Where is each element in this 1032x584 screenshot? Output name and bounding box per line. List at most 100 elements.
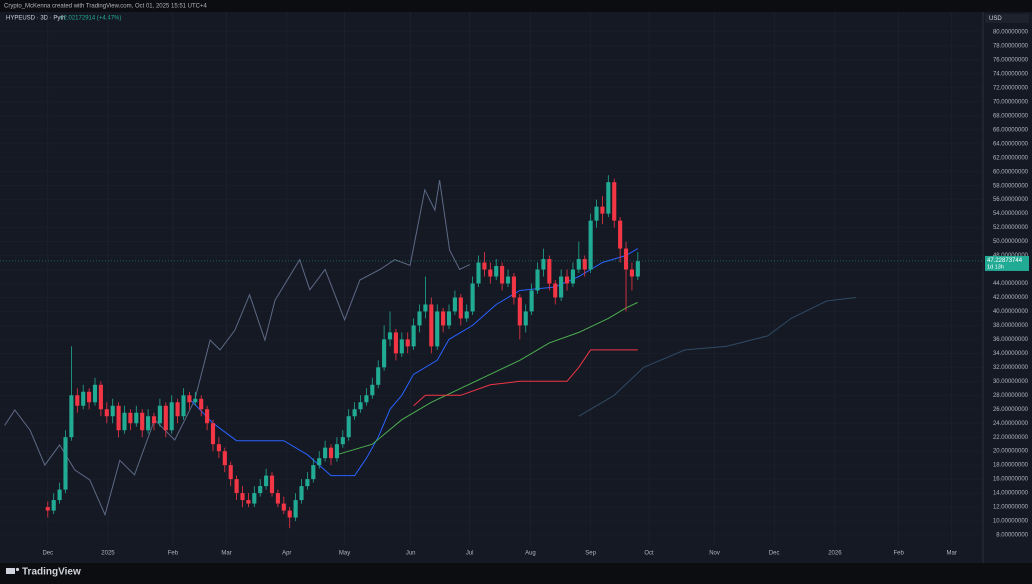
candle-body	[629, 269, 634, 277]
y-tick-label: 66.00000000	[993, 127, 1029, 133]
candle-body	[169, 402, 174, 431]
x-tick-label: Feb	[893, 551, 904, 557]
candle-body	[328, 447, 334, 459]
logo-dot	[15, 567, 20, 572]
candle-body	[305, 479, 310, 487]
candle-body	[576, 259, 581, 270]
y-tick-label: 52.00000000	[993, 225, 1029, 231]
candle-body	[151, 416, 157, 424]
candle-body	[441, 311, 446, 326]
candle-body	[523, 311, 528, 326]
candle-body	[199, 398, 204, 410]
candle-body	[75, 395, 80, 406]
last-price-box	[985, 255, 1029, 271]
candle-body	[517, 297, 522, 326]
candle-body	[98, 384, 103, 410]
y-tick-label: 44.00000000	[993, 281, 1029, 287]
x-tick-label: 2026	[828, 551, 842, 557]
y-tick-label: 50.00000000	[993, 239, 1029, 245]
candle-body	[63, 437, 68, 490]
candle-body	[476, 262, 481, 284]
candle-body	[134, 412, 139, 424]
candle-body	[334, 444, 339, 459]
candle-body	[393, 332, 398, 354]
candle-body	[482, 262, 487, 270]
candle-body	[81, 391, 86, 406]
candle-body	[600, 206, 605, 214]
candle-body	[411, 325, 416, 347]
candle-body	[346, 416, 351, 438]
x-tick-label: Mar	[947, 551, 957, 557]
candle-body	[352, 409, 357, 417]
candle-body	[399, 339, 404, 354]
y-tick-label: 30.00000000	[993, 379, 1029, 385]
candle-body	[216, 444, 221, 452]
candle-body	[364, 395, 369, 403]
x-tick-label: Jul	[466, 551, 474, 557]
candle-body	[570, 269, 575, 284]
candle-body	[205, 409, 210, 424]
candle-body	[281, 503, 286, 511]
candle-body	[588, 220, 593, 270]
x-tick-label: Dec	[769, 551, 780, 557]
change: +2.02172914 (+4.47%)	[60, 16, 121, 22]
y-tick-label: 70.00000000	[993, 99, 1029, 105]
candle-body	[376, 367, 381, 385]
y-tick-label: 26.00000000	[993, 407, 1029, 413]
x-tick-label: Feb	[168, 551, 179, 557]
y-tick-label: 14.00000000	[993, 491, 1029, 497]
candle-body	[287, 510, 292, 518]
x-tick-label: Oct	[644, 551, 654, 557]
y-tick-label: 32.00000000	[993, 365, 1029, 371]
candle-body	[187, 395, 192, 403]
indicator-line	[413, 349, 638, 407]
candle-body	[181, 395, 186, 417]
currency-box[interactable]	[985, 14, 1029, 23]
candle-body	[57, 489, 62, 501]
candle-body	[234, 479, 239, 494]
candles	[45, 175, 640, 529]
candle-body	[382, 339, 387, 368]
y-tick-label: 20.00000000	[993, 449, 1029, 455]
candle-body	[452, 297, 457, 312]
candle-body	[535, 269, 540, 291]
candle-body	[87, 391, 92, 403]
candle-body	[582, 259, 587, 270]
logo-mark	[6, 568, 15, 574]
y-tick-label: 34.00000000	[993, 351, 1029, 357]
candle-body	[146, 416, 151, 431]
y-tick-label: 24.00000000	[993, 421, 1029, 427]
candle-body	[340, 437, 345, 445]
candle-body	[323, 447, 328, 459]
y-tick-label: 74.00000000	[993, 71, 1029, 77]
candle-body	[140, 412, 145, 431]
y-tick-label: 72.00000000	[993, 85, 1029, 91]
y-tick-label: 58.00000000	[993, 183, 1029, 189]
candle-body	[252, 493, 257, 504]
candle-body	[175, 402, 180, 417]
y-tick-label: 76.00000000	[993, 58, 1029, 64]
indicator-line	[336, 301, 639, 456]
countdown: 1d 13h	[987, 264, 1004, 270]
candle-body	[269, 475, 275, 494]
indicator-line	[4, 180, 470, 517]
y-tick-label: 18.00000000	[993, 463, 1029, 469]
candle-body	[157, 405, 162, 424]
candle-body	[51, 500, 56, 511]
x-tick-label: Jun	[406, 551, 416, 557]
candle-body	[417, 311, 422, 326]
currency[interactable]: USD	[989, 16, 1002, 22]
candle-body	[612, 182, 617, 221]
y-tick-label: 10.00000000	[993, 519, 1029, 525]
x-tick-label: 2025	[101, 551, 115, 557]
y-tick-label: 54.00000000	[993, 211, 1029, 217]
candle-body	[606, 182, 611, 214]
x-tick-label: May	[339, 551, 350, 557]
candle-body	[45, 507, 50, 511]
candle-body	[423, 304, 428, 312]
y-tick-label: 60.00000000	[993, 169, 1029, 175]
candle-body	[69, 395, 74, 438]
candle-body	[529, 290, 534, 312]
y-tick-label: 68.00000000	[993, 113, 1029, 119]
